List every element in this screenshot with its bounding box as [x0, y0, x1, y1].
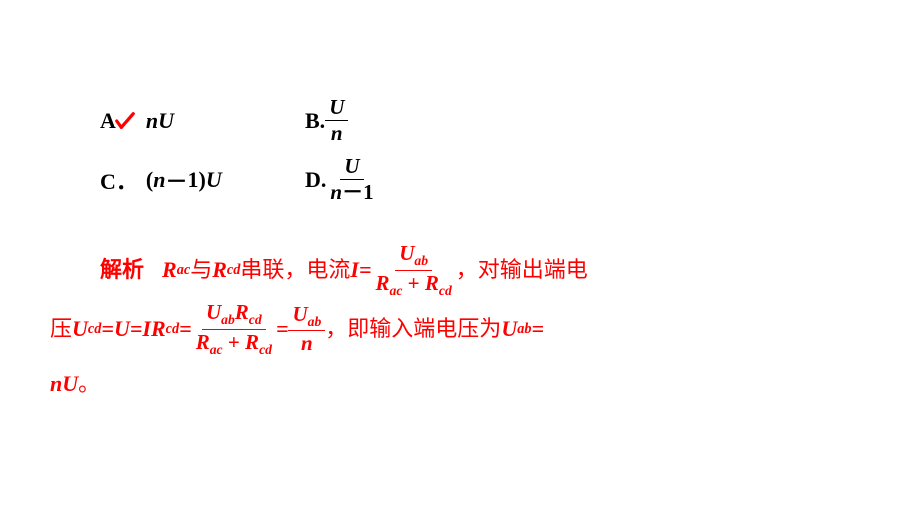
var-U: U: [114, 303, 130, 356]
solution-line-1: 解析 Rac 与 Rcd 串联，电流 I = Uab Rac + Rcd ，对输…: [100, 241, 840, 300]
solution-label: 解析: [100, 244, 144, 297]
text-yu: 与: [190, 244, 212, 297]
var-I: I: [350, 244, 359, 297]
var-Ucd: U: [72, 303, 88, 356]
text-chuanliancurrent: 串联，电流: [240, 244, 350, 297]
frac-2-num: UabRcd: [202, 300, 266, 330]
var-R1: R: [162, 244, 177, 297]
option-a-n: n: [146, 108, 158, 134]
page-content: A n U B. U n C． ( n － 1) U: [100, 95, 840, 411]
options-row-1: A n U B. U n: [100, 95, 840, 146]
option-c-one: 1): [187, 167, 205, 193]
frac-1-num: Uab: [395, 241, 432, 271]
text-period: 。: [78, 358, 100, 411]
option-d-num: U: [340, 154, 363, 180]
text-ya: 压: [50, 303, 72, 356]
sub-ac: ac: [177, 253, 191, 287]
frac-1: Uab Rac + Rcd: [372, 241, 456, 300]
frac-2-den: Rac + Rcd: [192, 330, 276, 359]
option-b-num: U: [325, 95, 348, 121]
frac-3-den: n: [297, 331, 317, 356]
option-a-U: U: [158, 108, 174, 134]
eq-4: =: [179, 303, 192, 356]
option-b-frac: U n: [325, 95, 348, 146]
option-b: B. U n: [305, 95, 348, 146]
option-d-frac: U n－1: [326, 154, 377, 205]
frac-2: UabRcd Rac + Rcd: [192, 300, 276, 359]
sub-ab: ab: [517, 312, 531, 346]
options-row-2: C． ( n － 1) U D. U n－1: [100, 154, 840, 205]
frac-3-num: Uab: [288, 302, 325, 332]
option-b-label: B.: [305, 108, 325, 134]
option-a: A n U: [100, 108, 305, 134]
option-c-U: U: [206, 167, 222, 193]
var-R2: R: [212, 244, 227, 297]
frac-1-den: Rac + Rcd: [372, 271, 456, 300]
option-d: D. U n－1: [305, 154, 378, 205]
option-c-n: n: [153, 167, 165, 193]
option-c-lparen: (: [146, 167, 153, 193]
solution-block: 解析 Rac 与 Rcd 串联，电流 I = Uab Rac + Rcd ，对输…: [100, 241, 840, 411]
eq-3: =: [130, 303, 143, 356]
option-b-den: n: [327, 121, 347, 146]
text-input: ，即输入端电压为: [325, 303, 501, 356]
sub-cd2: cd: [88, 312, 102, 346]
var-U2: U: [62, 358, 78, 411]
eq-2: =: [101, 303, 114, 356]
option-c-label: C．: [100, 164, 138, 196]
var-n: n: [50, 358, 62, 411]
var-R3: R: [151, 303, 166, 356]
frac-3: Uab n: [288, 302, 325, 357]
sub-cd3: cd: [166, 312, 180, 346]
text-output: ，对输出端电: [456, 244, 588, 297]
sub-cd: cd: [227, 253, 241, 287]
solution-line-2: 压 Ucd = U = IRcd = UabRcd Rac + Rcd = Ua…: [50, 300, 840, 359]
solution-line-3: nU。: [50, 358, 840, 411]
eq-1: =: [359, 244, 372, 297]
checkmark-icon: [114, 110, 136, 132]
var-I2: I: [142, 303, 151, 356]
option-c: C． ( n － 1) U: [100, 164, 305, 196]
option-d-den: n－1: [326, 180, 377, 205]
option-d-label: D.: [305, 167, 326, 193]
eq-5: =: [276, 303, 289, 356]
var-Uab: U: [501, 303, 517, 356]
option-c-minus: －: [165, 164, 187, 196]
eq-6: =: [532, 303, 545, 356]
